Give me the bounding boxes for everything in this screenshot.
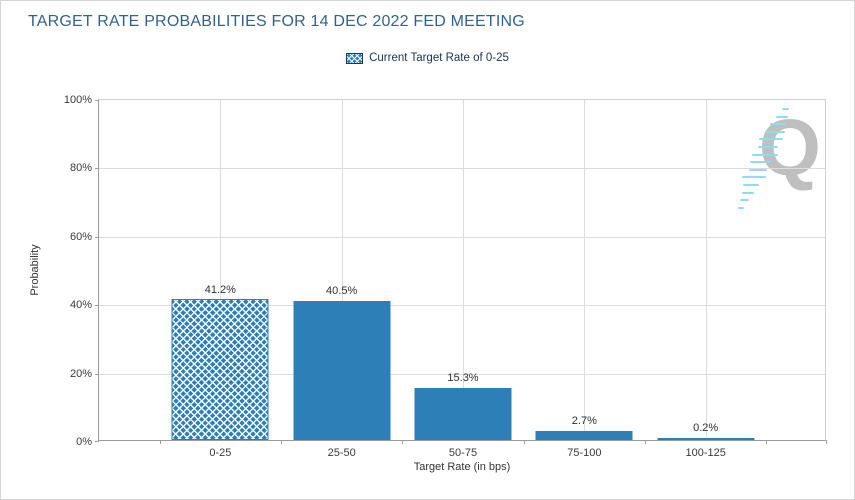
- bar-value-label: 2.7%: [571, 415, 597, 427]
- bar[interactable]: 41.2%: [171, 284, 269, 440]
- watermark-streak-icon: [743, 184, 759, 186]
- chart-title: TARGET RATE PROBABILITIES FOR 14 DEC 202…: [28, 13, 525, 30]
- x-tick-label: 50-75: [448, 447, 478, 459]
- watermark-streak-icon: [759, 138, 784, 141]
- bar[interactable]: 0.2%: [657, 422, 755, 440]
- x-tick-label: 0-25: [209, 447, 232, 459]
- y-tick-label: 60%: [69, 230, 92, 243]
- watermark-streak-icon: [781, 108, 789, 110]
- h-gridline: [99, 373, 825, 375]
- y-tick-mark: [95, 441, 99, 442]
- y-tick-label: 0%: [76, 436, 92, 448]
- x-tick-mark: [159, 440, 161, 444]
- bar-value-label: 0.2%: [693, 422, 719, 434]
- watermark-streak-icon: [758, 146, 778, 148]
- watermark-streak-icon: [742, 176, 767, 179]
- watermark-streak-icon: [750, 161, 773, 164]
- x-tick-label: 100-125: [685, 447, 726, 459]
- x-tick-mark: [523, 440, 525, 444]
- bar[interactable]: 2.7%: [535, 415, 633, 440]
- x-tick-mark: [645, 440, 646, 444]
- y-tick-label: 100%: [63, 94, 92, 106]
- watermark-streak-icon: [751, 153, 778, 156]
- y-tick-label: 40%: [69, 299, 92, 312]
- h-gridline: [99, 305, 825, 307]
- x-tick-label: 25-50: [327, 447, 356, 459]
- y-tick-mark: [95, 305, 99, 307]
- x-tick-mark: [826, 440, 827, 444]
- x-tick-mark: [281, 440, 282, 444]
- y-tick-mark: [95, 100, 99, 101]
- y-tick-mark: [95, 373, 99, 375]
- bar[interactable]: 15.3%: [414, 372, 512, 440]
- y-tick-mark: [95, 168, 99, 170]
- h-gridline: [99, 236, 825, 238]
- x-axis-title: Target Rate (in bps): [413, 461, 511, 473]
- v-gridline: [220, 100, 222, 440]
- bar[interactable]: 40.5%: [293, 285, 391, 440]
- watermark-streak-icon: [770, 123, 787, 126]
- x-tick-mark: [402, 440, 404, 444]
- watermark-streak-icon: [737, 206, 744, 209]
- plot-area: Probability Target Rate (in bps) Q 0% 20%…: [29, 94, 827, 473]
- legend-label: Current Target Rate of 0-25: [369, 52, 509, 64]
- x-tick-mark: [766, 440, 768, 444]
- v-gridline: [463, 100, 464, 440]
- y-tick-label: 80%: [69, 162, 92, 175]
- x-tick-label: 75-100: [567, 447, 602, 459]
- v-gridline: [705, 100, 707, 440]
- h-gridline: [99, 168, 825, 170]
- bar-value-label: 41.2%: [204, 284, 236, 296]
- bar-value-label: 15.3%: [447, 372, 479, 384]
- watermark-streak-icon: [739, 199, 749, 202]
- legend[interactable]: Current Target Rate of 0-25: [1, 52, 854, 64]
- quikstrike-watermark: Q: [733, 108, 823, 218]
- quikstrike-q-logo-icon: Q: [758, 103, 821, 192]
- watermark-streak-icon: [775, 115, 788, 118]
- v-gridline: [584, 100, 586, 440]
- watermark-streak-icon: [764, 130, 785, 133]
- bar-value-label: 40.5%: [326, 285, 358, 297]
- y-tick-label: 20%: [69, 367, 92, 380]
- v-gridline: [341, 100, 343, 440]
- watermark-streak-icon: [741, 191, 754, 194]
- y-axis-title: Probability: [29, 244, 41, 296]
- crosshatch-swatch-icon: [346, 52, 364, 64]
- y-tick-mark: [95, 236, 99, 238]
